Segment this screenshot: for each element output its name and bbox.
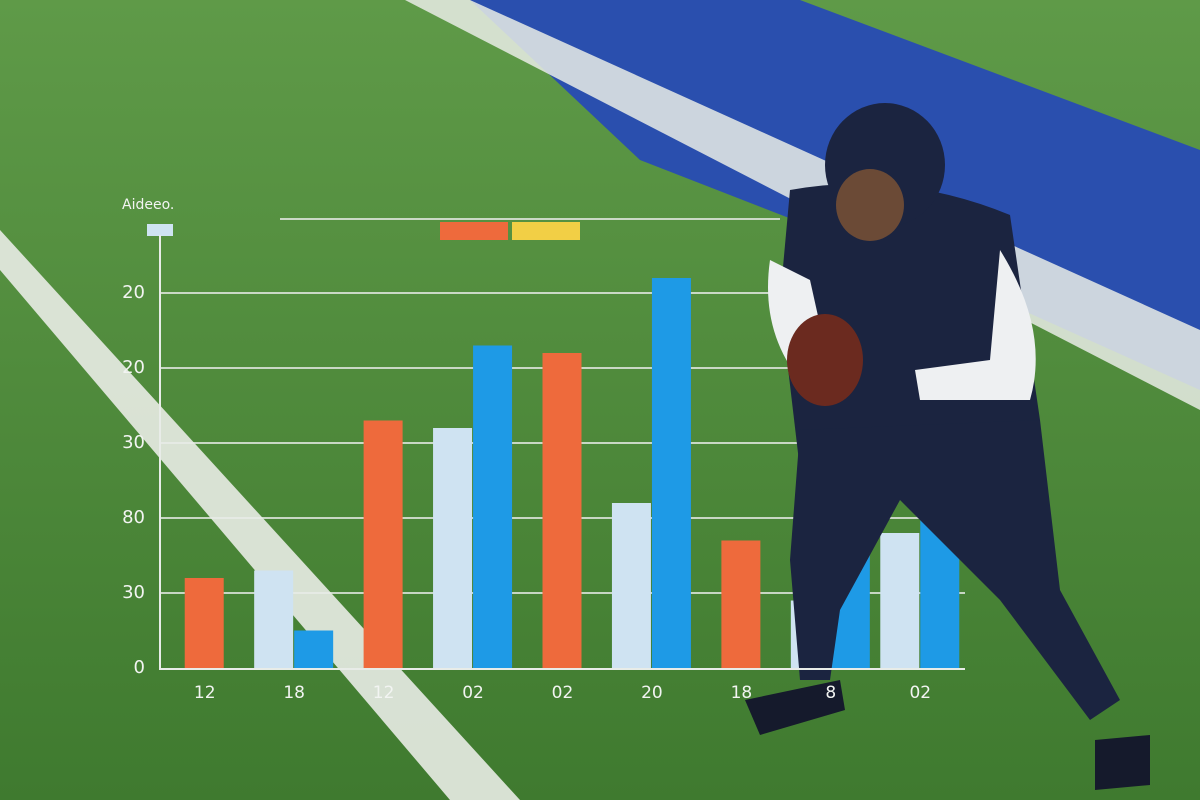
- x-tick-label: 18: [731, 683, 753, 703]
- y-tick-label: 20: [122, 357, 145, 378]
- bar: [880, 533, 920, 668]
- x-tick-label: 02: [462, 683, 484, 703]
- legend-swatch: [440, 222, 508, 240]
- legend-swatch: [512, 222, 580, 240]
- x-tick-label: 02: [909, 683, 931, 703]
- bar: [254, 570, 294, 668]
- bar: [363, 420, 403, 668]
- y-tick-label: 0: [134, 657, 145, 678]
- x-tick-label: 18: [283, 683, 305, 703]
- bar: [294, 630, 334, 668]
- x-tick-label: 20: [641, 683, 663, 703]
- y-tick-label: 30: [122, 582, 145, 603]
- x-tick-label: 8: [825, 683, 836, 703]
- bar: [721, 540, 761, 668]
- y-tick-label: 20: [122, 282, 145, 303]
- chart-title: Aideeo.: [122, 197, 174, 213]
- y-tick-label: 30: [122, 432, 145, 453]
- bar: [473, 345, 513, 668]
- bar: [651, 278, 691, 668]
- bar: [611, 503, 651, 668]
- x-tick-label: 02: [552, 683, 574, 703]
- legend-marker: [147, 224, 173, 236]
- x-tick-label: 12: [194, 683, 216, 703]
- bar: [433, 428, 473, 668]
- bar: [184, 578, 224, 668]
- player: [745, 103, 1150, 790]
- bar: [542, 353, 582, 668]
- x-tick-label: 12: [373, 683, 395, 703]
- y-tick-label: 80: [122, 507, 145, 528]
